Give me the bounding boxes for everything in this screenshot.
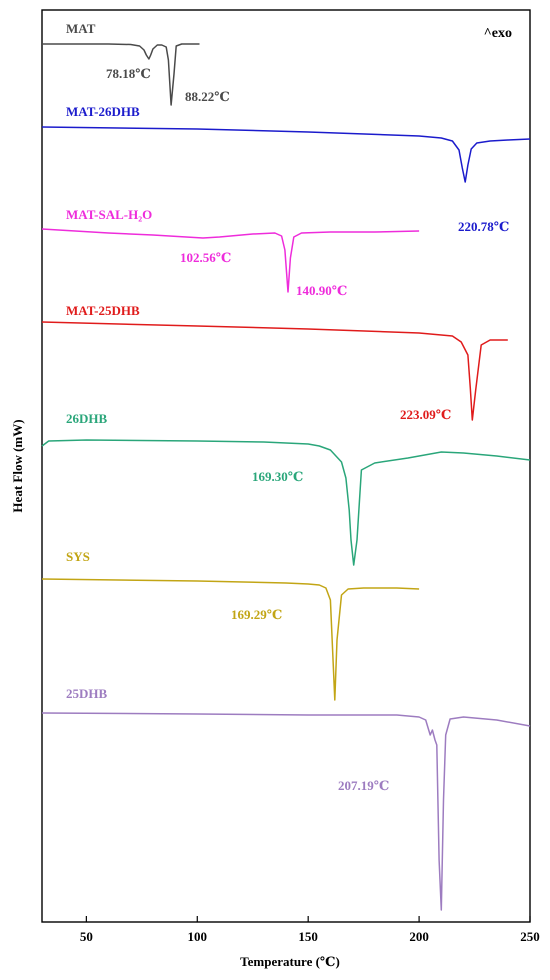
peak-temperature-label: 169.29℃ <box>231 607 282 622</box>
peak-temperature-label: 102.56℃ <box>180 250 231 265</box>
series-name-label: 25DHB <box>66 686 108 701</box>
x-tick-label: 150 <box>298 929 318 944</box>
series-name-label: MAT <box>66 21 96 36</box>
x-axis-ticks: 50 100 150 200 250 <box>80 916 540 944</box>
series-name-label: 26DHB <box>66 411 108 426</box>
labels-layer: MAT 78.18℃ 88.22℃ MAT-26DHB 220.78℃ MAT-SAL-H… <box>66 21 509 793</box>
peak-temperature-label: 140.90℃ <box>296 283 347 298</box>
series-name-label: MAT-SAL-H₂O <box>66 207 152 222</box>
exo-indicator: ^exo <box>484 26 512 41</box>
series-name-label: MAT-26DHB <box>66 104 140 119</box>
x-axis-label: Temperature (℃) <box>240 954 340 969</box>
peak-temperature-label: 223.09℃ <box>400 407 451 422</box>
series-name-label: SYS <box>66 549 90 564</box>
series-line-mat-25dhb <box>41 321 508 421</box>
series-name-label: MAT-25DHB <box>66 303 140 318</box>
y-axis-label: Heat Flow (mW) <box>10 419 25 512</box>
peak-temperature-label: 78.18℃ <box>106 66 151 81</box>
peak-temperature-label: 169.30℃ <box>252 469 303 484</box>
series-line-sys <box>41 578 420 701</box>
x-tick-label: 200 <box>409 929 429 944</box>
peak-temperature-label: 207.19℃ <box>338 778 389 793</box>
x-tick-label: 100 <box>188 929 208 944</box>
plot-frame <box>41 9 531 923</box>
x-tick-label: 250 <box>520 929 540 944</box>
series-line-mat-sal-h-o <box>41 228 420 293</box>
series-layer <box>41 43 531 911</box>
x-tick-label: 50 <box>80 929 93 944</box>
series-line-26dhb <box>41 439 531 566</box>
peak-temperature-label: 88.22℃ <box>185 89 230 104</box>
series-line-25dhb <box>41 712 531 911</box>
series-line-mat-26dhb <box>41 126 531 183</box>
peak-temperature-label: 220.78℃ <box>458 219 509 234</box>
series-line-mat <box>42 43 200 106</box>
